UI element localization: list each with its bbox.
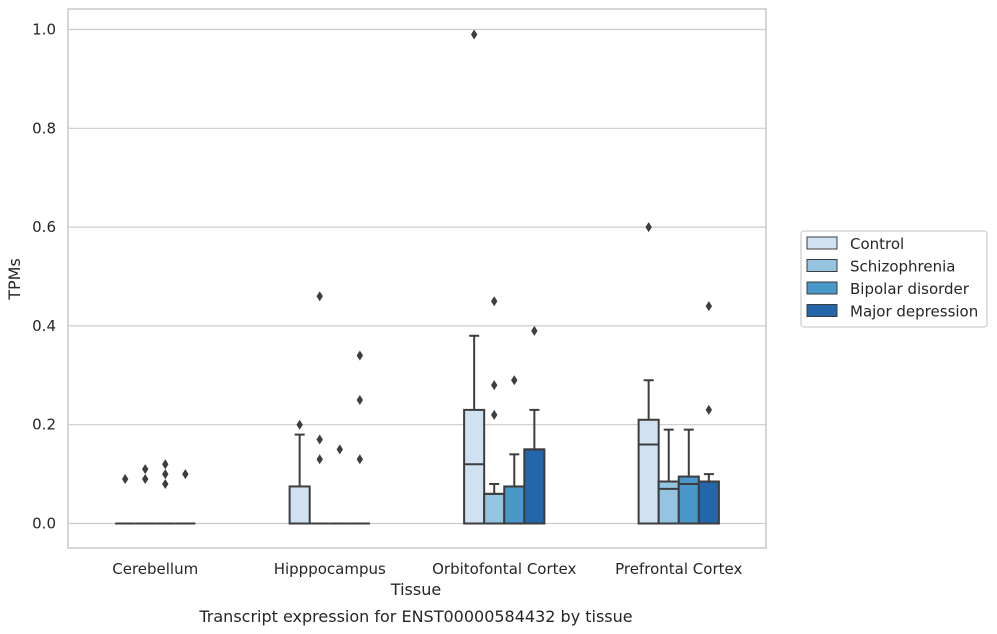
outlier-point (470, 29, 478, 40)
outlier-point (491, 380, 498, 391)
outlier-point (142, 474, 149, 485)
outlier-point (296, 419, 303, 430)
y-tick-label: 0.0 (32, 515, 56, 533)
legend-label: Major depression (850, 303, 978, 321)
y-tick-label: 0.6 (32, 218, 56, 236)
outlier-point (316, 291, 323, 302)
y-tick-label: 0.2 (32, 416, 56, 434)
y-tick-label: 0.4 (32, 317, 56, 335)
outlier-point (491, 296, 498, 307)
box-bipolar-disorder (677, 428, 700, 525)
x-tick-label: Orbitofontal Cortex (432, 560, 576, 578)
box-control (115, 474, 136, 525)
box-bipolar-disorder (155, 459, 176, 525)
outlier-point (162, 459, 169, 470)
legend-label: Schizophrenia (850, 258, 955, 276)
x-axis-label: Tissue (390, 580, 441, 599)
outlier-point (316, 454, 323, 465)
legend-swatch (806, 259, 838, 272)
grid-lines (68, 28, 766, 525)
outlier-point (705, 404, 713, 415)
box-major-depression (175, 469, 196, 525)
outlier-point (491, 409, 498, 420)
box-body (288, 485, 311, 525)
outlier-point (705, 301, 713, 312)
plot-frame (67, 8, 767, 549)
box-body (463, 408, 486, 525)
outlier-point (162, 478, 169, 489)
box-body (697, 480, 720, 525)
box-major-depression (349, 350, 370, 525)
box-major-depression (523, 325, 546, 525)
y-tick-label: 1.0 (32, 21, 56, 39)
outlier-point (182, 469, 189, 480)
box-body (483, 492, 506, 525)
x-axis-ticks: Cerebellum Hipppocampus Orbitofontal Corte… (112, 560, 742, 578)
x-tick-label: Prefrontal Cortex (615, 560, 742, 578)
outlier-point (531, 325, 538, 336)
outlier-point (356, 350, 364, 361)
chart-caption: Transcript expression for ENST0000058443… (198, 607, 632, 626)
x-tick-label: Hipppocampus (274, 560, 386, 578)
box-body (637, 418, 660, 525)
box-schizophrenia (483, 296, 506, 525)
box-major-depression (697, 301, 720, 525)
legend-box (800, 230, 988, 328)
box-body (503, 485, 526, 525)
legend-swatch (806, 304, 838, 317)
outlier-point (511, 375, 518, 386)
outlier-point (142, 464, 149, 475)
box-schizophrenia (135, 464, 156, 525)
legend-label: Control (850, 235, 904, 253)
plot-area (115, 29, 720, 525)
box-body (657, 480, 680, 525)
y-axis-label: TPMs (5, 258, 24, 301)
outlier-point (645, 222, 652, 233)
outlier-point (162, 469, 169, 480)
outlier-point (336, 444, 343, 455)
legend-swatch (806, 236, 838, 250)
legend: Control Schizophrenia Bipolar disorder Majo… (800, 230, 988, 328)
legend-label: Bipolar disorder (850, 280, 970, 298)
box-schizophrenia (309, 291, 330, 525)
y-axis-ticks: 0.0 0.2 0.4 0.6 0.8 1.0 (32, 21, 56, 533)
box-bipolar-disorder (503, 375, 526, 525)
box-body (523, 448, 546, 525)
outlier-point (356, 395, 364, 405)
box-bipolar-disorder (329, 444, 350, 525)
outlier-point (121, 474, 129, 485)
box-control (637, 222, 660, 525)
x-tick-label: Cerebellum (112, 560, 198, 578)
outlier-point (356, 454, 364, 465)
legend-swatch (806, 281, 838, 295)
box-control (463, 29, 486, 525)
outlier-point (316, 434, 323, 445)
box-control (288, 419, 311, 525)
box-schizophrenia (657, 428, 680, 525)
y-tick-label: 0.8 (32, 119, 56, 137)
